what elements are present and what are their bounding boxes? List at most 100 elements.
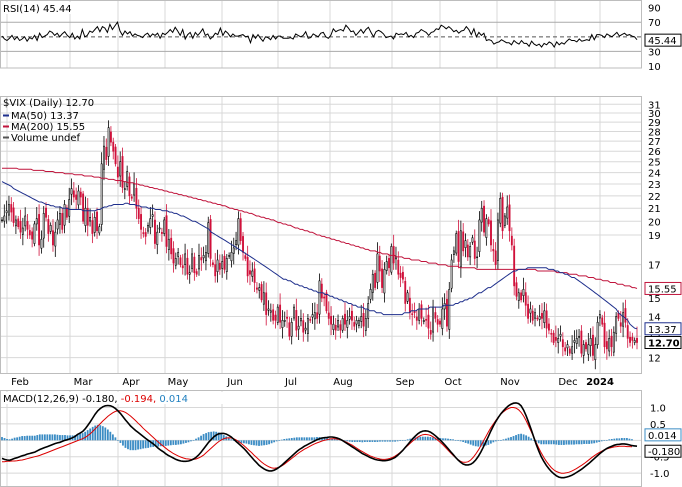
candle-body [439,320,441,325]
macd-histogram-bar [197,437,200,441]
candle-body [26,221,29,230]
candle-body [158,227,161,230]
macd-last-value-tag [644,444,682,458]
candle-body [524,292,527,306]
macd-histogram-bar [51,434,54,441]
candle-body [65,207,68,218]
macd-histogram-bar [336,439,339,441]
price-panel: 31302928272625242322212019171514131215.5… [0,96,682,388]
rsi-title: RSI(14) 45.44 [3,4,72,15]
macd-histogram-bar [547,440,550,445]
price-tick-label: 17 [648,261,661,272]
macd-histogram-bar [557,440,560,445]
candle-body [93,216,96,233]
macd-histogram-bar [46,434,49,441]
candle-body [404,281,407,304]
macd-histogram-bar [122,440,124,446]
macd-histogram-bar [306,437,308,441]
macd-histogram-bar [363,440,366,442]
macd-histogram-bar [13,437,16,441]
candle-body [471,237,474,243]
macd-histogram-bar [227,438,230,441]
macd-histogram-bar [41,434,44,441]
macd-histogram-bar [426,436,429,441]
candle-body [33,223,36,244]
macd-histogram-bar [300,437,303,441]
macd-histogram-bar [389,440,391,442]
candle-body [302,320,305,333]
macd-histogram-bar [285,438,288,441]
macd-histogram-bar [588,440,591,444]
candle-body [100,163,103,225]
candle-body [390,246,393,273]
macd-histogram-bar [91,426,94,441]
macd-histogram-bar [608,439,611,441]
candle-body [598,314,601,319]
candle-body [401,271,404,280]
candle-body [79,191,82,198]
macd-histogram-bar [386,440,389,442]
candle-body [399,272,402,278]
candle-body [230,252,233,262]
candle-body [84,207,87,226]
candle-body [587,344,590,355]
candle-body [392,246,395,264]
candle-body [626,325,629,339]
x-axis-label: Mar [74,377,94,388]
candle-body [346,320,349,328]
macd-histogram-bar [487,440,490,445]
price-last-value-tag [644,336,682,350]
macd-histogram-bar [356,440,359,442]
candle-body [529,308,532,314]
macd-histogram-bar [527,436,530,441]
macd-histogram-bar [381,440,384,442]
macd-histogram-bar [396,440,399,442]
candle-body [174,258,177,266]
macd-histogram-bar [575,440,578,445]
candle-body [531,310,534,321]
macd-histogram-bar [358,440,361,442]
macd-histogram-bar [429,437,432,441]
candle-body [128,176,131,197]
candle-body [293,306,295,319]
candle-body [109,131,112,143]
macd-histogram-bar [278,440,281,441]
candle-body [59,213,61,225]
candle-body [636,337,638,343]
rsi-line [1,21,638,48]
candle-body [601,317,604,325]
candle-body [260,284,263,301]
candle-body [295,310,298,331]
candle-body [265,292,268,315]
candle-body [267,308,270,311]
macd-histogram-bar [374,440,376,442]
candle-body [126,171,129,187]
candle-body [288,322,291,337]
macd-histogram-bar [200,435,202,441]
candle-body [457,231,460,262]
candle-body [554,336,557,341]
macd-histogram-bar [240,440,243,443]
candle-body [534,312,536,319]
candle-body [114,146,117,165]
candle-body [235,240,238,246]
candle-body [274,314,277,321]
macd-histogram-bar [33,435,36,441]
macd-histogram-bar [391,440,394,442]
candle-body [54,231,57,247]
candle-body [510,235,513,246]
macd-histogram-bar [505,438,507,441]
price-tick-label: 31 [648,100,661,111]
macd-histogram-bar [74,435,76,441]
price-tick-label: 24 [648,169,661,180]
price-tick-label: 20 [648,217,661,228]
macd-histogram-bar [595,440,598,443]
macd-histogram-bar [351,440,354,442]
macd-histogram-bar [288,438,291,441]
x-axis-label: Apr [122,377,140,388]
candle-body [116,166,119,178]
macd-histogram-bar [570,440,573,445]
candle-body [14,219,17,227]
candle-body [376,253,379,283]
candle-body [170,237,173,255]
